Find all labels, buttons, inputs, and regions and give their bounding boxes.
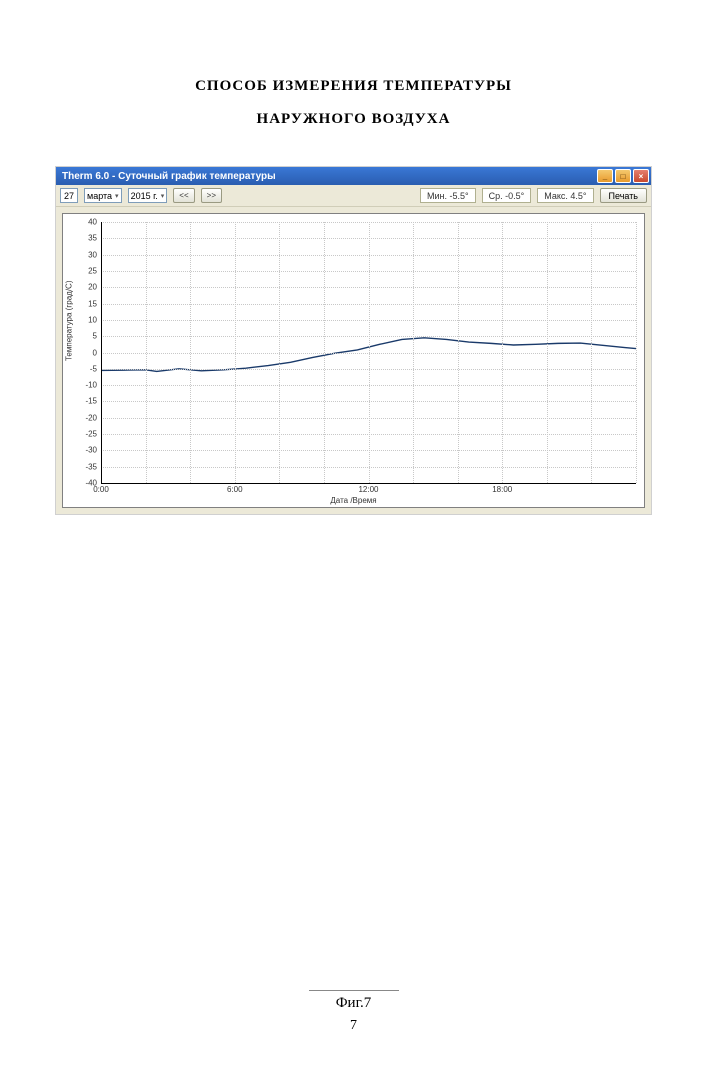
figure-caption: Фиг.7 xyxy=(309,990,399,1012)
grid-line-v xyxy=(324,222,325,483)
y-axis-label: Температура (град/C) xyxy=(65,280,74,361)
app-window: Therm 6.0 - Суточный график температуры … xyxy=(56,167,651,514)
stat-max: Макс. 4.5° xyxy=(537,188,593,203)
title-line-2: НАРУЖНОГО ВОЗДУХА xyxy=(0,103,707,136)
y-tick-label: 35 xyxy=(88,234,97,243)
chart-frame: Температура (град/C) Дата /Время -40-35-… xyxy=(56,207,651,514)
date-year-select[interactable]: 2015 г. xyxy=(128,188,168,203)
prev-button[interactable]: << xyxy=(173,188,194,203)
y-tick-label: 30 xyxy=(88,250,97,259)
grid-line-v xyxy=(458,222,459,483)
minimize-button[interactable]: _ xyxy=(597,169,613,183)
close-button[interactable]: × xyxy=(633,169,649,183)
toolbar: 27 марта 2015 г. << >> Мин. -5.5° Ср. -0… xyxy=(56,185,651,207)
grid-line-v xyxy=(190,222,191,483)
y-tick-label: -20 xyxy=(85,413,97,422)
y-axis-line xyxy=(101,222,102,483)
y-tick-label: 25 xyxy=(88,266,97,275)
y-tick-label: 0 xyxy=(93,348,97,357)
y-tick-label: 15 xyxy=(88,299,97,308)
y-tick-label: -35 xyxy=(85,462,97,471)
page-title: СПОСОБ ИЗМЕРЕНИЯ ТЕМПЕРАТУРЫ НАРУЖНОГО В… xyxy=(0,70,707,136)
grid-line-v xyxy=(413,222,414,483)
grid-line-v xyxy=(636,222,637,483)
date-month-select[interactable]: марта xyxy=(84,188,122,203)
title-line-1: СПОСОБ ИЗМЕРЕНИЯ ТЕМПЕРАТУРЫ xyxy=(0,70,707,103)
y-tick-label: 10 xyxy=(88,315,97,324)
x-axis-line xyxy=(101,483,636,484)
grid-line-v xyxy=(547,222,548,483)
y-tick-label: -10 xyxy=(85,381,97,390)
stat-min: Мин. -5.5° xyxy=(420,188,476,203)
chart-area: Температура (град/C) Дата /Время -40-35-… xyxy=(62,213,645,508)
y-tick-label: -30 xyxy=(85,446,97,455)
grid-line-v xyxy=(235,222,236,483)
grid-line-v xyxy=(502,222,503,483)
y-tick-label: 20 xyxy=(88,283,97,292)
print-button[interactable]: Печать xyxy=(600,188,647,203)
grid-line-v xyxy=(146,222,147,483)
x-tick-label: 18:00 xyxy=(492,485,512,494)
y-tick-label: -5 xyxy=(90,364,97,373)
x-tick-label: 6:00 xyxy=(227,485,243,494)
grid-line-v xyxy=(369,222,370,483)
stat-avg: Ср. -0.5° xyxy=(482,188,532,203)
y-tick-label: 5 xyxy=(93,332,97,341)
y-tick-label: -15 xyxy=(85,397,97,406)
maximize-button[interactable]: □ xyxy=(615,169,631,183)
grid-line-v xyxy=(591,222,592,483)
y-tick-label: 40 xyxy=(88,218,97,227)
window-titlebar: Therm 6.0 - Суточный график температуры … xyxy=(56,167,651,185)
x-axis-label: Дата /Время xyxy=(330,496,376,505)
screenshot-container: Therm 6.0 - Суточный график температуры … xyxy=(55,166,652,515)
y-tick-label: -25 xyxy=(85,430,97,439)
x-tick-label: 12:00 xyxy=(358,485,378,494)
x-tick-label: 0:00 xyxy=(93,485,109,494)
grid-line-v xyxy=(279,222,280,483)
next-button[interactable]: >> xyxy=(201,188,222,203)
window-title: Therm 6.0 - Суточный график температуры xyxy=(62,171,595,182)
plot-region: -40-35-30-25-20-15-10-505101520253035400… xyxy=(101,222,636,483)
page-number: 7 xyxy=(0,1018,707,1034)
date-day-field[interactable]: 27 xyxy=(60,188,78,203)
